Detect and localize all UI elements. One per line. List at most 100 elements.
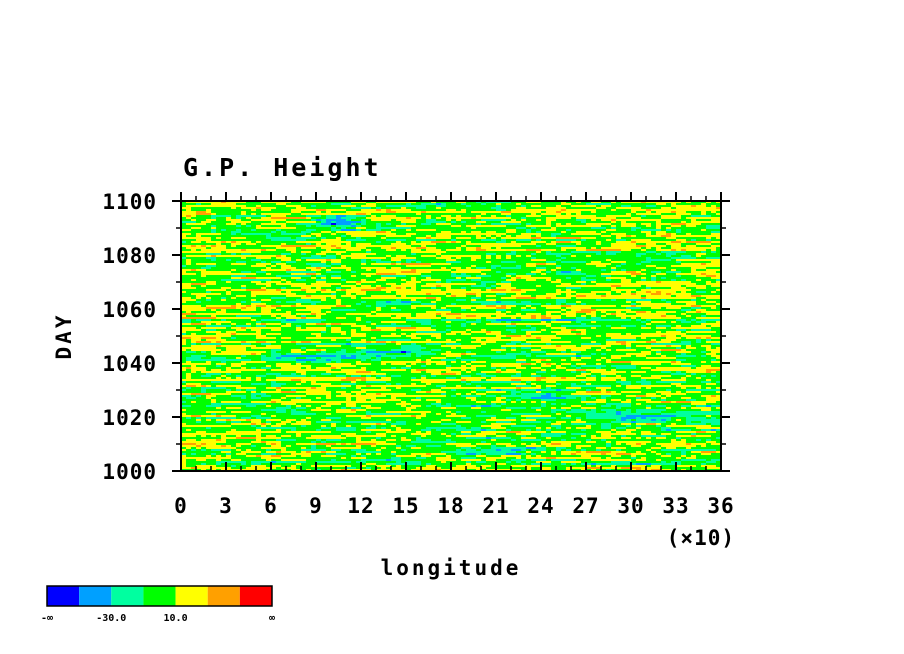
heatmap-cell: [586, 209, 591, 211]
heatmap-cell: [196, 213, 201, 215]
heatmap-cell: [551, 255, 556, 257]
heatmap-cell: [221, 223, 226, 225]
heatmap-cell: [651, 209, 656, 211]
heatmap-cell: [311, 265, 316, 267]
heatmap-cell: [386, 241, 391, 243]
heatmap-cell: [221, 227, 226, 229]
heatmap-cell: [491, 249, 496, 251]
heatmap-cell: [646, 249, 651, 251]
heatmap-cell: [216, 281, 221, 283]
heatmap-cell: [301, 285, 306, 287]
heatmap-cell: [276, 209, 281, 211]
heatmap-cell: [526, 283, 531, 285]
heatmap-cell: [331, 231, 336, 233]
heatmap-cell: [606, 283, 611, 285]
heatmap-cell: [181, 247, 186, 249]
heatmap-cell: [526, 251, 531, 253]
heatmap-cell: [201, 227, 206, 229]
heatmap-cell: [201, 263, 206, 265]
heatmap-cell: [556, 235, 561, 237]
heatmap-cell: [456, 231, 461, 233]
heatmap-cell: [391, 285, 396, 287]
heatmap-cell: [511, 229, 516, 231]
heatmap-cell: [376, 221, 381, 223]
heatmap-cell: [381, 235, 386, 237]
heatmap-cell: [296, 237, 301, 239]
heatmap-cell: [581, 249, 586, 251]
heatmap-cell: [291, 255, 296, 257]
heatmap-cell: [351, 253, 356, 255]
heatmap-cell: [671, 271, 676, 273]
heatmap-cell: [581, 285, 586, 287]
heatmap-cell: [651, 207, 656, 209]
heatmap-cell: [396, 255, 401, 257]
heatmap-cell: [371, 205, 376, 207]
heatmap-cell: [266, 265, 271, 267]
heatmap-cell: [551, 279, 556, 281]
heatmap-cell: [461, 265, 466, 267]
heatmap-cell: [271, 283, 276, 285]
heatmap-cell: [681, 271, 686, 273]
heatmap-cell: [336, 251, 341, 253]
heatmap-cell: [276, 277, 281, 279]
heatmap-cell: [551, 285, 556, 287]
heatmap-cell: [576, 249, 581, 251]
heatmap-cell: [481, 273, 486, 275]
heatmap-cell: [336, 225, 341, 227]
heatmap-cell: [571, 209, 576, 211]
heatmap-cell: [711, 229, 716, 231]
heatmap-cell: [536, 229, 541, 231]
heatmap-cell: [246, 229, 251, 231]
heatmap-cell: [311, 225, 316, 227]
heatmap-cell: [406, 249, 411, 251]
heatmap-cell: [516, 269, 521, 271]
heatmap-cell: [591, 213, 596, 215]
heatmap-cell: [346, 259, 351, 261]
heatmap-cell: [466, 263, 471, 265]
heatmap-cell: [321, 203, 326, 205]
heatmap-cell: [241, 229, 246, 231]
heatmap-cell: [311, 229, 316, 231]
heatmap-cell: [646, 203, 651, 205]
heatmap-cell: [416, 247, 421, 249]
heatmap-cell: [566, 291, 571, 293]
heatmap-cell: [411, 209, 416, 211]
heatmap-cell: [376, 279, 381, 281]
heatmap-cell: [401, 259, 406, 261]
heatmap-cell: [661, 209, 666, 211]
heatmap-cell: [711, 287, 716, 289]
heatmap-cell: [606, 249, 611, 251]
heatmap-cell: [251, 223, 256, 225]
heatmap-cell: [346, 229, 351, 231]
heatmap-cell: [591, 255, 596, 257]
heatmap-cell: [211, 219, 216, 221]
heatmap-cell: [691, 287, 696, 289]
heatmap-cell: [666, 235, 671, 237]
heatmap-cell: [536, 287, 541, 289]
heatmap-cell: [271, 235, 276, 237]
heatmap-cell: [451, 245, 456, 247]
heatmap-cell: [406, 221, 411, 223]
heatmap-cell: [631, 225, 636, 227]
heatmap-cell: [381, 285, 386, 287]
heatmap-cell: [576, 269, 581, 271]
heatmap-cell: [381, 251, 386, 253]
heatmap-cell: [311, 233, 316, 235]
heatmap-cell: [491, 213, 496, 215]
heatmap-cell: [666, 219, 671, 221]
heatmap-cell: [661, 275, 666, 277]
heatmap-cell: [576, 287, 581, 289]
heatmap-cell: [616, 259, 621, 261]
heatmap-cell: [441, 261, 446, 263]
heatmap-cell: [326, 221, 331, 223]
heatmap-cell: [616, 229, 621, 231]
heatmap-cell: [651, 269, 656, 271]
heatmap-cell: [431, 257, 436, 259]
heatmap-cell: [666, 209, 671, 211]
heatmap-cell: [676, 223, 681, 225]
heatmap-cell: [286, 249, 291, 251]
heatmap-cell: [206, 241, 211, 243]
heatmap-cell: [601, 245, 606, 247]
heatmap-cell: [216, 247, 221, 249]
heatmap-cell: [231, 277, 236, 279]
